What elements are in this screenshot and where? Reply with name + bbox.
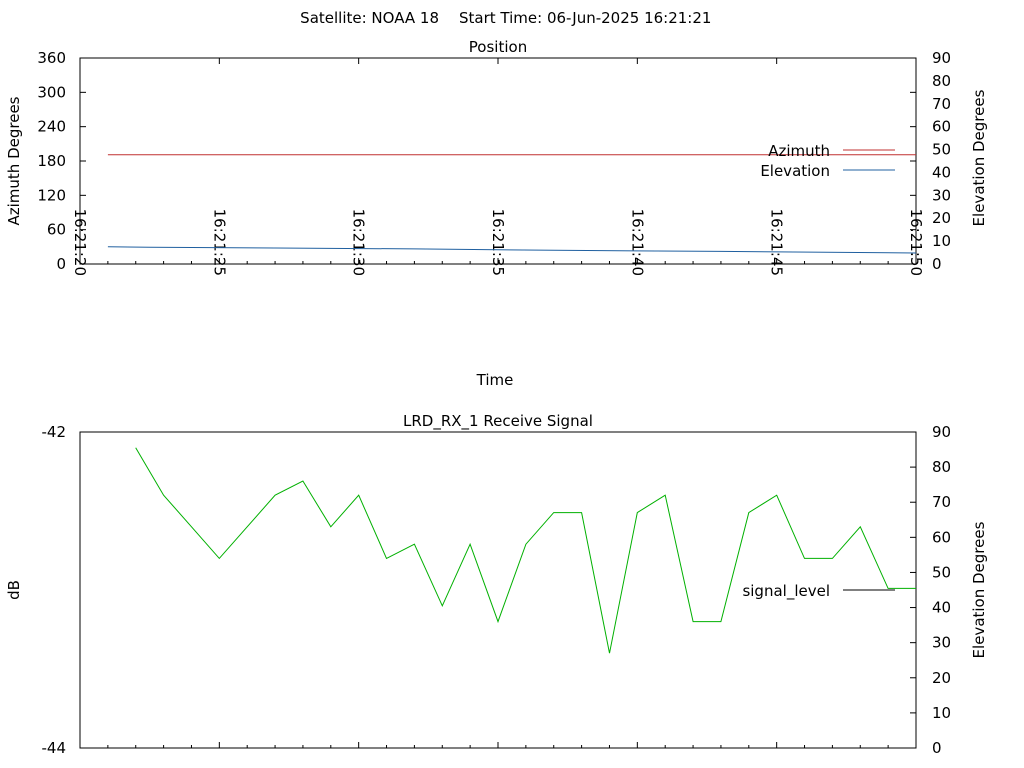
y2-tick-label: 50	[932, 141, 951, 159]
y2-tick-label: 10	[932, 704, 951, 722]
y2-tick-label: 40	[932, 599, 951, 617]
y2-tick-label: 80	[932, 72, 951, 90]
legend-label: signal_level	[742, 582, 830, 601]
y2-tick-label: 40	[932, 163, 951, 181]
y2-tick-label: 90	[932, 423, 951, 441]
x-tick-label: 16:21:50	[907, 209, 925, 276]
chart-title: LRD_RX_1 Receive Signal	[403, 412, 593, 431]
satellite-label: Satellite: NOAA 18	[300, 9, 439, 27]
legend-label: Azimuth	[768, 142, 830, 160]
x-tick-label: 16:21:25	[210, 209, 228, 276]
y-tick-label: 120	[37, 186, 66, 204]
x-tick-label: 16:21:30	[350, 209, 368, 276]
series-line-signal-level	[135, 447, 916, 654]
y2-tick-label: 20	[932, 669, 951, 687]
y2-tick-label: 60	[932, 118, 951, 136]
x-tick-label: 16:21:40	[628, 209, 646, 276]
series-line-elevation	[107, 246, 917, 254]
y2-tick-label: 0	[932, 739, 942, 757]
y2-tick-label: 50	[932, 563, 951, 581]
y-axis-label: dB	[5, 580, 23, 600]
y-tick-label: -44	[42, 739, 67, 757]
position-chart: Position Time Azimuth Degrees Elevation Deg…	[5, 38, 988, 389]
y2-tick-label: 20	[932, 209, 951, 227]
legend-label: Elevation	[760, 162, 830, 180]
y-tick-label: 240	[37, 118, 66, 136]
y-tick-label: 360	[37, 49, 66, 67]
y2-tick-label: 90	[932, 49, 951, 67]
y2-tick-label: 70	[932, 493, 951, 511]
y-tick-label: 180	[37, 152, 66, 170]
y-tick-label: 300	[37, 83, 66, 101]
x-axis-label: Time	[476, 371, 514, 389]
y2-tick-label: 0	[932, 255, 942, 273]
y2-tick-label: 70	[932, 95, 951, 113]
y-tick-label: 0	[56, 255, 66, 273]
chart-title: Position	[469, 38, 527, 56]
y2-tick-label: 30	[932, 186, 951, 204]
x-tick-label: 16:21:20	[71, 209, 89, 276]
x-tick-label: 16:21:35	[489, 209, 507, 276]
y2-tick-label: 80	[932, 458, 951, 476]
receive-signal-chart: LRD_RX_1 Receive Signal dB Elevation Degre…	[5, 412, 988, 757]
x-tick-label: 16:21:45	[768, 209, 786, 276]
y-tick-label: 60	[47, 221, 66, 239]
y2-tick-label: 60	[932, 528, 951, 546]
y2-tick-label: 10	[932, 232, 951, 250]
y-tick-label: -42	[42, 423, 67, 441]
y2-tick-label: 30	[932, 634, 951, 652]
y-axis-label: Azimuth Degrees	[5, 96, 23, 225]
y2-axis-label: Elevation Degrees	[970, 89, 988, 226]
y2-axis-label: Elevation Degrees	[970, 521, 988, 658]
start-time-label: Start Time: 06-Jun-2025 16:21:21	[459, 9, 711, 27]
